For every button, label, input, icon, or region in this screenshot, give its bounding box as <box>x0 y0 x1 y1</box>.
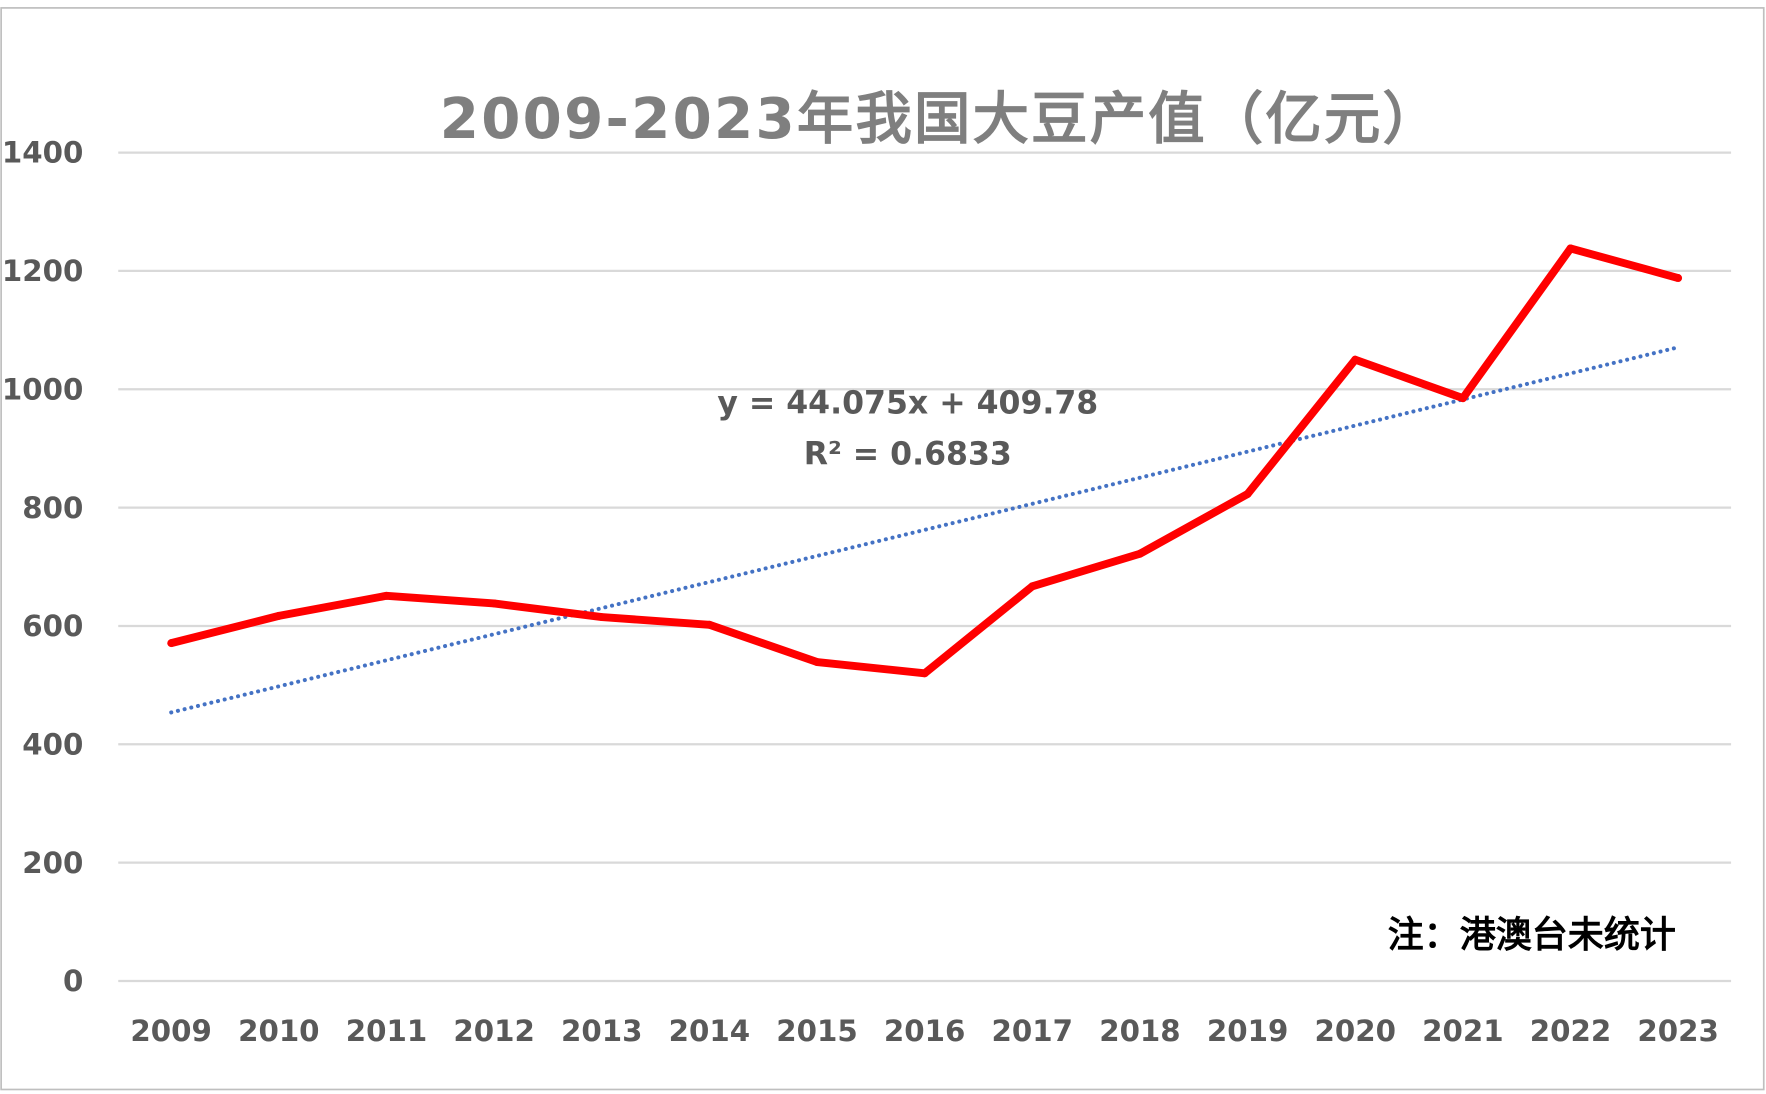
x-tick-label: 2020 <box>1314 1014 1395 1048</box>
x-tick-label: 2023 <box>1637 1014 1718 1048</box>
data-point <box>1458 394 1467 403</box>
x-tick-label: 2013 <box>561 1014 642 1048</box>
data-point <box>1351 355 1360 364</box>
trendline-r-squared: R² = 0.6833 <box>804 436 1012 472</box>
data-point <box>1674 274 1683 282</box>
x-tick-label: 2009 <box>130 1014 211 1048</box>
x-tick-label: 2018 <box>1099 1014 1180 1048</box>
data-point <box>382 591 391 600</box>
chart-note: 注：港澳台未统计 <box>1388 913 1676 956</box>
x-tick-label: 2019 <box>1207 1014 1288 1048</box>
x-tick-label: 2015 <box>776 1014 857 1048</box>
data-point <box>920 669 929 678</box>
trendline-equation: y = 44.075x + 409.78 <box>717 386 1098 422</box>
y-tick-label: 1000 <box>2 372 83 406</box>
y-tick-label: 1400 <box>2 136 83 170</box>
data-point <box>1243 490 1252 498</box>
data-point <box>167 639 176 648</box>
chart-border <box>0 7 1765 1091</box>
y-tick-label: 400 <box>22 727 83 761</box>
x-tick-label: 2021 <box>1422 1014 1503 1048</box>
x-tick-label: 2022 <box>1530 1014 1611 1048</box>
data-point <box>1566 244 1575 253</box>
y-tick-label: 0 <box>63 964 83 998</box>
x-tick-label: 2010 <box>238 1014 319 1048</box>
data-point <box>705 620 714 629</box>
data-point <box>274 611 283 620</box>
y-tick-label: 800 <box>22 491 83 525</box>
data-point <box>490 599 499 608</box>
y-tick-label: 1200 <box>2 254 83 288</box>
y-tick-label: 600 <box>22 609 83 643</box>
x-tick-label: 2016 <box>884 1014 965 1048</box>
trendline <box>169 345 1681 715</box>
y-tick-label: 200 <box>22 846 83 880</box>
chart-title: 2009-2023年我国大豆产值（亿元） <box>440 87 1441 152</box>
x-tick-label: 2014 <box>669 1014 750 1048</box>
x-tick-label: 2012 <box>453 1014 534 1048</box>
data-point <box>1136 549 1144 558</box>
x-tick-label: 2017 <box>992 1014 1073 1048</box>
x-tick-label: 2011 <box>346 1014 427 1048</box>
data-point <box>813 658 821 667</box>
data-point <box>1028 582 1037 591</box>
data-point <box>597 613 606 622</box>
